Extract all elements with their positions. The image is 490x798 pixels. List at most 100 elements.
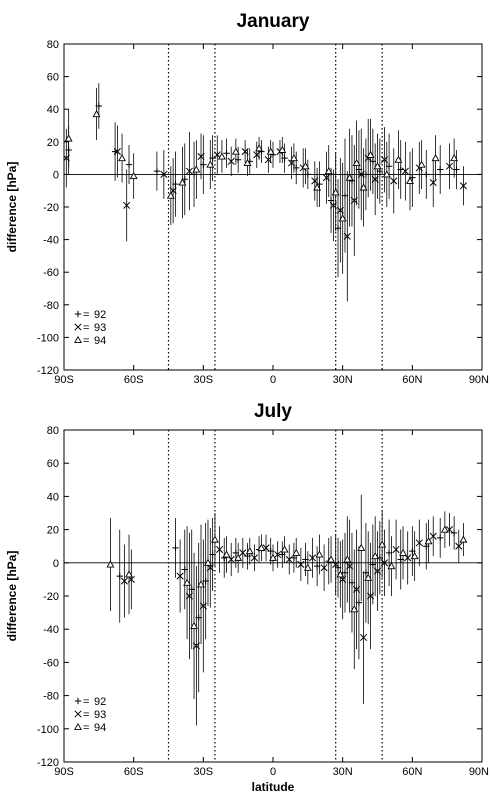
data-point <box>401 167 409 175</box>
x-tick-label: 60N <box>402 374 422 386</box>
legend: = 92 = 93 = 94 <box>74 309 106 347</box>
data-point <box>378 540 387 548</box>
data-point <box>450 153 459 162</box>
data-point <box>227 157 235 165</box>
data-point <box>125 161 133 168</box>
data-point <box>250 554 258 562</box>
data-point <box>274 550 282 559</box>
data-point <box>440 525 449 533</box>
y-tick-label: -20 <box>43 202 59 214</box>
data-point <box>437 534 444 542</box>
legend-label: 93 <box>94 709 106 721</box>
data-point <box>352 158 361 166</box>
data-point <box>303 563 312 571</box>
legend-marker-94 <box>74 722 82 731</box>
legend-marker-92 <box>74 697 82 705</box>
data-point <box>399 548 408 556</box>
data-point <box>289 153 298 162</box>
data-point <box>185 167 193 175</box>
data-point <box>392 545 400 554</box>
y-tick-label: 20 <box>47 137 59 149</box>
data-point <box>176 572 184 580</box>
data-point <box>459 535 468 543</box>
data-point <box>387 561 396 570</box>
data-point <box>278 145 287 153</box>
panel-july: July -120 -100 -80 -60 -40 -20 0 20 40 60 80 90S 60S 3… <box>5 401 489 794</box>
legend-equals: = <box>83 335 89 347</box>
data-point <box>417 160 426 168</box>
series-93 <box>120 513 463 726</box>
data-point <box>204 558 212 566</box>
data-point <box>394 155 403 163</box>
y-tick-label: -40 <box>43 235 59 247</box>
x-tick-label: 90S <box>54 766 74 778</box>
y-tick-label: -80 <box>43 691 59 703</box>
series-93 <box>64 118 467 302</box>
legend-label: 94 <box>94 335 106 347</box>
data-point <box>269 553 277 561</box>
data-point <box>255 144 264 152</box>
data-point <box>216 545 224 554</box>
data-point <box>301 162 310 170</box>
data-point <box>231 147 240 155</box>
chart-title: January <box>237 11 310 32</box>
legend-marker-94 <box>74 335 82 344</box>
data-point <box>257 543 266 551</box>
data-point <box>223 150 230 157</box>
data-point <box>313 183 322 191</box>
data-point <box>315 550 324 558</box>
data-point <box>390 177 398 185</box>
data-point <box>324 167 333 175</box>
chart-title: July <box>254 401 292 422</box>
series-94 <box>106 494 468 699</box>
legend-equals: = <box>83 322 89 334</box>
y-tick-label: -20 <box>43 591 59 603</box>
data-layer <box>106 494 468 726</box>
data-point <box>243 158 252 166</box>
y-axis-label: difference [hPa] <box>5 162 19 253</box>
legend-label: 92 <box>94 696 106 708</box>
y-tick-label: -60 <box>43 267 59 279</box>
data-point <box>431 153 440 162</box>
data-point <box>343 555 352 563</box>
series-92 <box>116 516 458 693</box>
data-point <box>364 573 373 581</box>
data-point <box>92 109 101 118</box>
data-layer <box>64 83 467 302</box>
y-tick-label: -100 <box>37 724 59 736</box>
x-tick-label: 30N <box>333 766 353 778</box>
legend: = 92 = 93 = 94 <box>74 696 106 734</box>
x-tick-label: 90S <box>54 374 74 386</box>
series-94 <box>64 88 459 274</box>
data-point <box>178 178 187 186</box>
panel-january: January -120 -100 -80 -60 -40 -20 0 20 40 60 80 90S 6… <box>5 11 489 386</box>
data-point <box>123 201 131 209</box>
data-point <box>424 537 433 545</box>
data-point <box>371 552 380 560</box>
plot-frame <box>63 429 483 763</box>
data-point <box>336 570 345 578</box>
x-tick-label: 90N <box>469 766 489 778</box>
x-axis-label: latitude <box>252 780 295 794</box>
y-tick-label: 20 <box>47 525 59 537</box>
y-tick-label: -40 <box>43 624 59 636</box>
data-point <box>423 171 430 178</box>
data-point <box>459 182 467 190</box>
y-tick-label: 40 <box>47 104 59 116</box>
data-point <box>222 550 231 558</box>
x-tick-label: 60N <box>402 766 422 778</box>
data-point <box>192 165 201 173</box>
data-point <box>190 621 199 629</box>
legend-marker-93 <box>74 323 82 331</box>
data-point <box>373 162 382 170</box>
x-tick-label: 0 <box>270 766 276 778</box>
data-point <box>308 554 317 562</box>
y-tick-label: -120 <box>37 365 59 377</box>
x-tick-label: 30S <box>194 374 214 386</box>
data-point <box>64 134 73 142</box>
data-point <box>160 170 168 178</box>
data-point <box>217 152 226 160</box>
data-point <box>406 176 414 184</box>
data-point <box>183 578 192 586</box>
